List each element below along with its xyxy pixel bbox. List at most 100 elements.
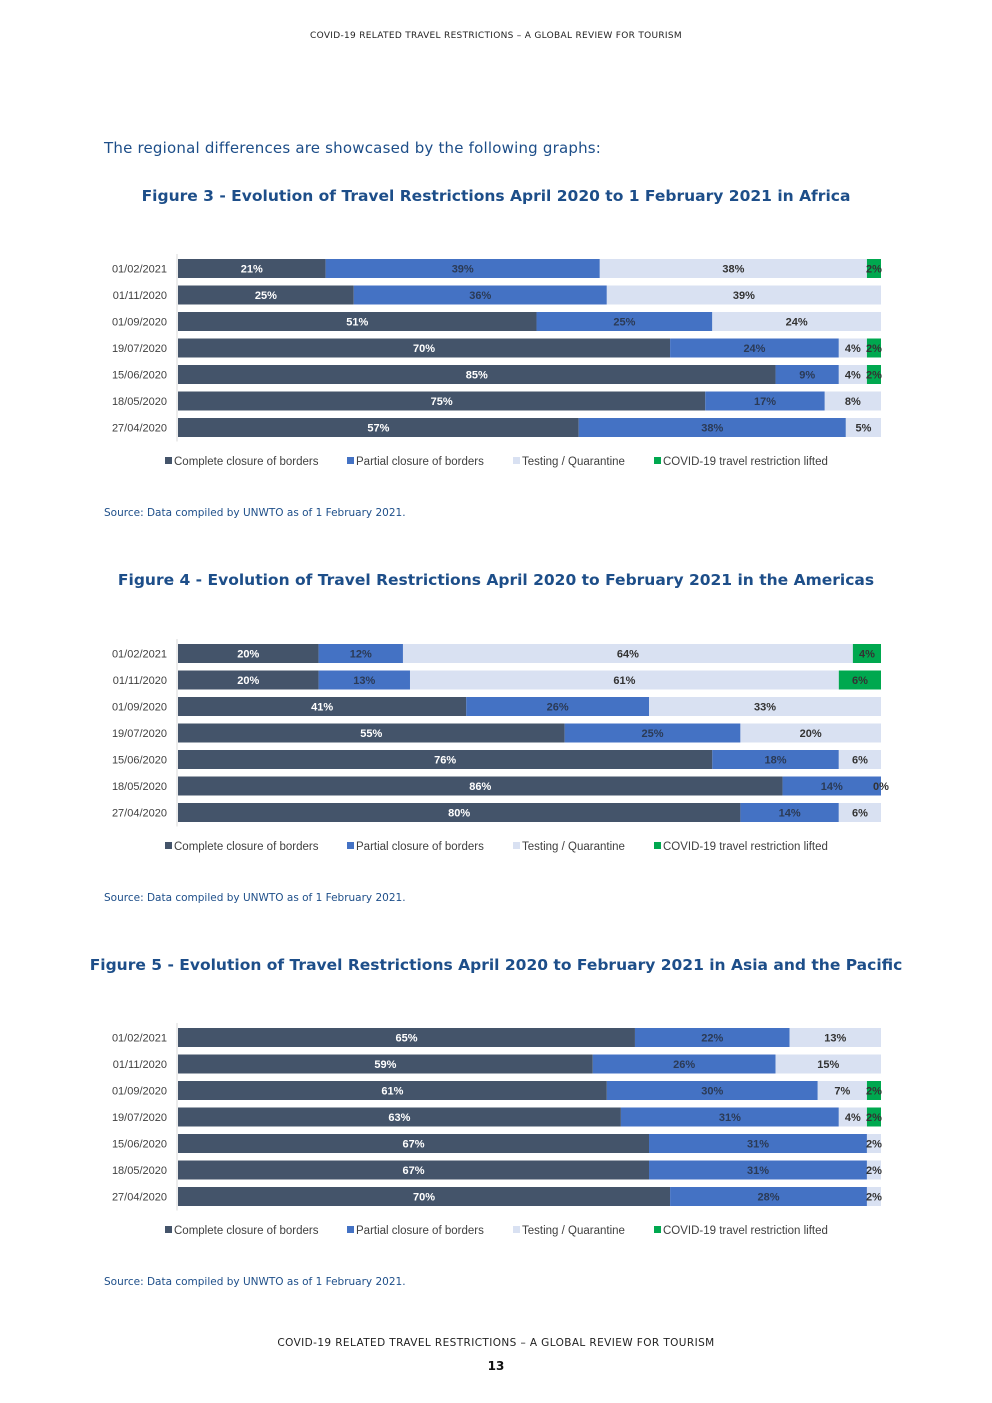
legend-label-testing: Testing / Quarantine (522, 1225, 625, 1237)
data-label: 61% (613, 675, 635, 687)
bar-partial (782, 776, 881, 796)
data-label: 6% (852, 808, 868, 820)
data-label: 41% (311, 702, 333, 714)
data-label: 38% (722, 264, 744, 276)
data-label: 65% (395, 1033, 417, 1045)
legend-label-testing: Testing / Quarantine (522, 456, 625, 468)
bar-partial (740, 803, 839, 822)
bar-partial (318, 644, 403, 663)
figure-4-title: Figure 4 - Evolution of Travel Restricti… (117, 571, 875, 589)
data-label: 67% (402, 1139, 424, 1151)
bar-complete (178, 803, 741, 822)
data-label: 2% (866, 1139, 882, 1151)
data-label: 2% (866, 1112, 882, 1124)
data-label: 86% (469, 781, 491, 793)
bar-complete (178, 697, 467, 716)
category-label: 01/02/2021 (112, 264, 167, 276)
bar-partial (353, 285, 607, 305)
category-label: 01/11/2020 (113, 1059, 167, 1071)
figure-5-chart: 01/02/2021 65% 22% 13% 01/11/2020 59% 26% 15% 01… (112, 1023, 882, 1237)
bar-testing (838, 1107, 867, 1127)
legend-swatch-partial (347, 842, 354, 849)
bar-testing (402, 644, 853, 663)
legend-swatch-lifted (654, 1226, 661, 1233)
page-footer: COVID-19 RELATED TRAVEL RESTRICTIONS – A… (277, 1337, 715, 1349)
data-label: 39% (452, 264, 474, 276)
legend-label-complete: Complete closure of borders (174, 1225, 319, 1237)
data-label: 57% (367, 423, 389, 435)
data-label: 4% (845, 370, 861, 382)
page-number: 13 (487, 1359, 505, 1373)
bar-partial (620, 1107, 839, 1127)
category-label: 19/07/2020 (112, 343, 167, 355)
data-label: 2% (866, 1192, 882, 1204)
category-label: 18/05/2020 (112, 396, 167, 408)
bar-complete (178, 338, 671, 358)
bar-partial (536, 312, 713, 331)
data-label: 61% (381, 1086, 403, 1098)
bar-testing (606, 285, 881, 305)
data-label: 8% (845, 396, 861, 408)
intro-text: The regional differences are showcased b… (104, 139, 602, 157)
data-label: 24% (786, 317, 808, 329)
figure-3-title: Figure 3 - Evolution of Travel Restricti… (141, 187, 851, 205)
bar-partial (564, 723, 741, 743)
category-label: 15/06/2020 (112, 1139, 167, 1151)
data-label: 20% (800, 728, 822, 740)
data-label: 85% (466, 370, 488, 382)
bar-testing (838, 803, 881, 822)
data-label: 6% (852, 755, 868, 767)
bar-partial (578, 418, 846, 437)
bar-partial (634, 1028, 790, 1047)
category-label: 27/04/2020 (112, 1192, 167, 1204)
bar-complete (178, 1107, 621, 1127)
bar-complete (178, 391, 706, 411)
data-label: 20% (237, 649, 259, 661)
bar-testing (824, 391, 881, 411)
data-label: 2% (866, 264, 882, 276)
bar-partial (592, 1054, 776, 1074)
legend-label-partial: Partial closure of borders (356, 1225, 484, 1237)
bar-testing (649, 697, 881, 716)
data-label: 15% (817, 1059, 839, 1071)
bar-complete (178, 776, 783, 796)
data-label: 2% (866, 1086, 882, 1098)
legend-label-lifted: COVID-19 travel restriction lifted (663, 841, 828, 853)
data-label: 25% (613, 317, 635, 329)
figure-3-chart: 01/02/2021 21% 39% 38% 2% 01/11/2020 25% 36% 39%… (112, 254, 882, 468)
data-label: 13% (824, 1033, 846, 1045)
data-label: 70% (413, 343, 435, 355)
data-label: 20% (237, 675, 259, 687)
bar-complete (178, 365, 776, 384)
legend-swatch-lifted (654, 842, 661, 849)
data-label: 30% (701, 1086, 723, 1098)
category-label: 19/07/2020 (112, 1112, 167, 1124)
bar-lifted (866, 338, 881, 358)
data-label: 14% (821, 781, 843, 793)
bar-lifted (866, 1081, 881, 1100)
data-label: 31% (719, 1112, 741, 1124)
legend-label-lifted: COVID-19 travel restriction lifted (663, 456, 828, 468)
bar-testing (845, 418, 881, 437)
bar-partial (325, 259, 600, 278)
bar-testing (866, 1160, 881, 1180)
bar-complete (178, 723, 565, 743)
data-label: 5% (855, 423, 871, 435)
bar-partial (466, 697, 650, 716)
category-label: 01/09/2020 (112, 702, 167, 714)
data-label: 25% (642, 728, 664, 740)
legend-label-testing: Testing / Quarantine (522, 841, 625, 853)
bar-lifted (852, 644, 881, 663)
category-label: 15/06/2020 (112, 755, 167, 767)
category-label: 19/07/2020 (112, 728, 167, 740)
data-label: 18% (765, 755, 787, 767)
bar-testing (409, 670, 839, 690)
legend-label-lifted: COVID-19 travel restriction lifted (663, 1225, 828, 1237)
data-label: 2% (866, 370, 882, 382)
data-label: 7% (834, 1086, 850, 1098)
category-label: 01/02/2021 (112, 1033, 167, 1045)
bar-complete (178, 670, 319, 690)
category-label: 01/09/2020 (112, 1086, 167, 1098)
legend-swatch-complete (165, 1226, 172, 1233)
bar-partial (649, 1160, 867, 1180)
